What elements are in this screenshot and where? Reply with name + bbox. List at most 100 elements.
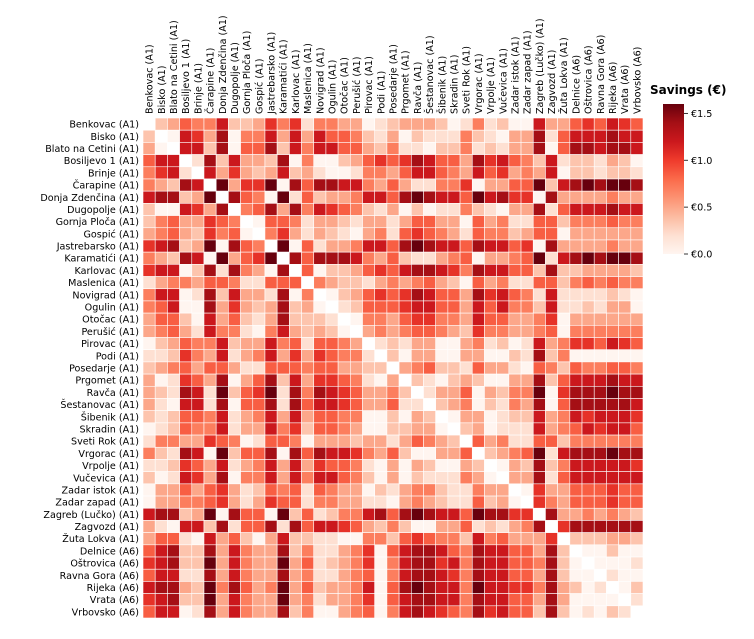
heatmap-cell xyxy=(593,251,607,265)
column-label: Otočac (A1) xyxy=(339,57,351,114)
heatmap-cell xyxy=(423,264,436,277)
heatmap-cell xyxy=(618,459,632,472)
heatmap-cell xyxy=(142,264,156,277)
heatmap-cell xyxy=(630,142,644,155)
heatmap-cell xyxy=(496,459,510,472)
heatmap-cell xyxy=(215,325,229,338)
heatmap-cell xyxy=(191,276,205,290)
heatmap-cell xyxy=(447,264,461,277)
heatmap-cell xyxy=(532,288,546,302)
heatmap-cell xyxy=(203,129,217,143)
heatmap-cell xyxy=(557,142,571,155)
heatmap-cell xyxy=(484,142,497,155)
heatmap-cell xyxy=(557,544,571,558)
row-label: Bosiljevo 1 (A1) xyxy=(64,156,139,167)
heatmap-cell xyxy=(593,203,607,216)
heatmap-cell xyxy=(154,459,168,472)
heatmap-cell xyxy=(459,154,473,168)
heatmap-cell xyxy=(362,483,376,497)
heatmap-cell xyxy=(435,581,449,594)
heatmap-cell xyxy=(618,300,632,314)
heatmap-cell xyxy=(252,142,266,155)
column-label: Vučevica (A1) xyxy=(497,48,509,114)
heatmap-cell xyxy=(289,215,302,229)
heatmap-cell xyxy=(618,276,632,290)
heatmap-cell xyxy=(423,446,436,460)
heatmap-cell xyxy=(496,178,510,192)
heatmap-cell xyxy=(179,507,193,521)
heatmap-cell xyxy=(386,129,400,143)
heatmap-cell xyxy=(215,398,229,411)
heatmap-cell xyxy=(581,239,595,253)
heatmap-cell xyxy=(301,166,315,180)
heatmap-cell xyxy=(630,215,644,229)
heatmap-cell xyxy=(459,446,473,460)
heatmap-cell xyxy=(289,398,302,411)
heatmap-cell xyxy=(154,166,168,180)
heatmap-cell xyxy=(167,556,180,570)
heatmap-cell xyxy=(618,605,632,619)
heatmap-cell xyxy=(386,276,400,290)
heatmap-cell xyxy=(630,190,644,204)
heatmap-cell xyxy=(191,568,205,582)
heatmap-cell xyxy=(142,361,156,375)
heatmap-cell xyxy=(471,227,485,241)
heatmap-cell xyxy=(215,142,229,155)
heatmap-cell xyxy=(252,264,266,277)
heatmap-cell xyxy=(435,203,449,216)
heatmap-cell xyxy=(203,276,217,290)
heatmap-cell xyxy=(203,385,217,399)
heatmap-cell xyxy=(398,593,412,607)
column-labels: Benkovac (A1) Bisko (A1) Blato na Cetini (… xyxy=(145,15,644,115)
heatmap-cell xyxy=(337,593,351,607)
heatmap-cell xyxy=(423,507,436,521)
heatmap-cell xyxy=(557,215,571,229)
heatmap-cell xyxy=(459,385,473,399)
heatmap-cell xyxy=(374,349,388,363)
heatmap-cell xyxy=(520,495,534,509)
heatmap-cell xyxy=(569,190,583,204)
heatmap-cell xyxy=(398,349,412,363)
heatmap-cell xyxy=(203,593,217,607)
heatmap-cell xyxy=(508,215,522,229)
heatmap-cell xyxy=(545,483,558,497)
heatmap-cell xyxy=(325,544,339,558)
heatmap-cell xyxy=(423,593,436,607)
heatmap-cell xyxy=(228,227,241,241)
heatmap-cell xyxy=(508,581,522,594)
heatmap-cell xyxy=(435,410,449,424)
heatmap-cell xyxy=(337,227,351,241)
heatmap-cell xyxy=(471,581,485,594)
heatmap-cell xyxy=(289,581,302,594)
heatmap-cell xyxy=(398,276,412,290)
heatmap-cell xyxy=(337,532,351,546)
heatmap-cell xyxy=(423,373,436,387)
heatmap-cell xyxy=(471,361,485,375)
heatmap-cell xyxy=(435,312,449,326)
heatmap-cell xyxy=(545,593,558,607)
heatmap-cell xyxy=(532,471,546,485)
heatmap-cell xyxy=(593,410,607,424)
heatmap-cell xyxy=(447,446,461,460)
heatmap-cell xyxy=(301,422,315,436)
heatmap-cell xyxy=(581,325,595,338)
heatmap-cell xyxy=(459,471,473,485)
heatmap-cell xyxy=(215,300,229,314)
heatmap-cell xyxy=(191,129,205,143)
heatmap-cell xyxy=(191,605,205,619)
heatmap-cell xyxy=(484,483,497,497)
heatmap-cell xyxy=(618,422,632,436)
heatmap-cell xyxy=(228,422,241,436)
heatmap-cell xyxy=(532,581,546,594)
heatmap-cell xyxy=(520,264,534,277)
heatmap-cell xyxy=(545,495,558,509)
heatmap-cell xyxy=(545,385,558,399)
heatmap-cell xyxy=(337,142,351,155)
heatmap-cell xyxy=(325,471,339,485)
heatmap-cell xyxy=(313,142,327,155)
heatmap-cell xyxy=(630,264,644,277)
heatmap-cell xyxy=(203,337,217,351)
heatmap-cell xyxy=(240,215,254,229)
heatmap-cell xyxy=(532,373,546,387)
heatmap-cell xyxy=(142,325,156,338)
